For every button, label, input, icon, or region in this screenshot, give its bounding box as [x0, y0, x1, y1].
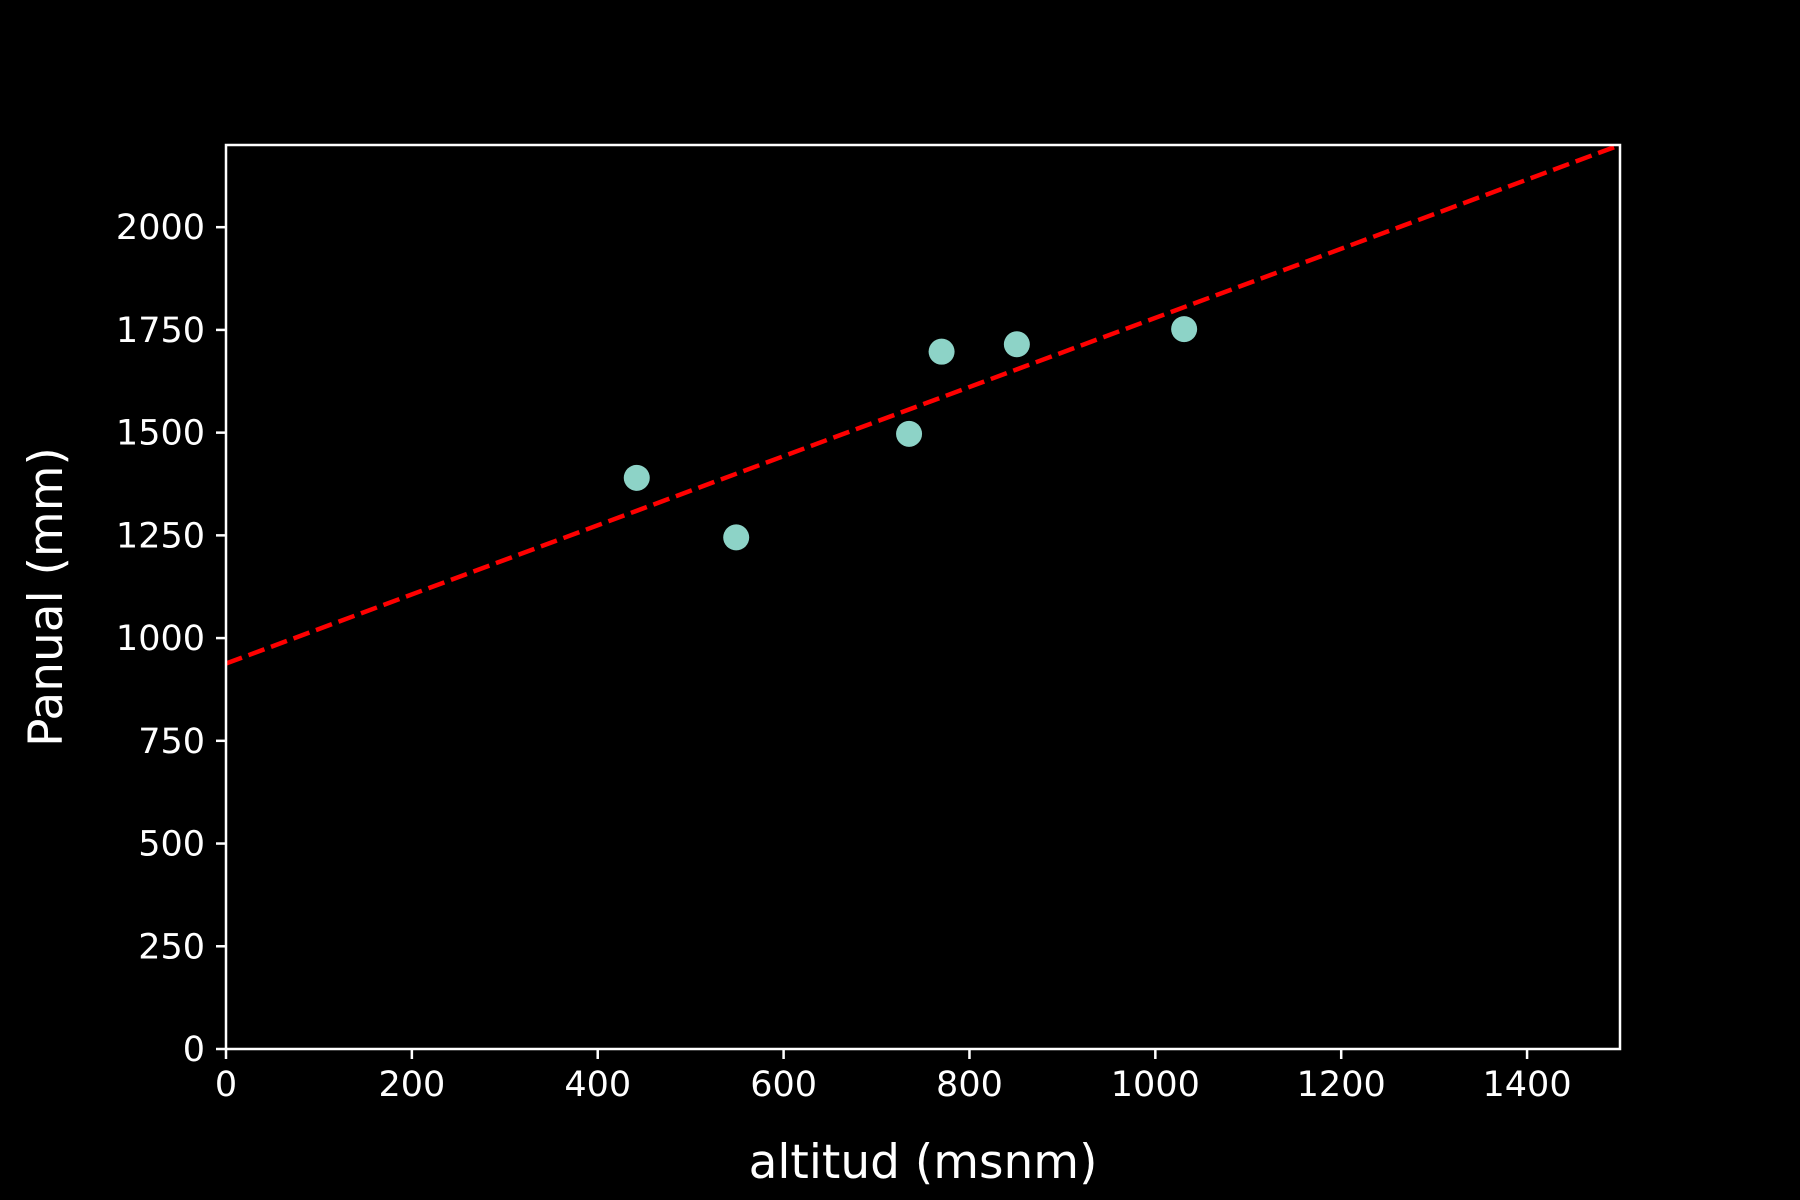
data-point: [1003, 331, 1030, 358]
y-tick-label: 1000: [116, 619, 205, 659]
x-axis-ticks: 0 200 400 600 800 1000 1200 1400: [215, 1049, 1572, 1105]
x-tick-label: 1400: [1483, 1065, 1572, 1105]
data-point: [928, 338, 955, 365]
x-tick-label: 1200: [1297, 1065, 1386, 1105]
x-tick-label: 600: [750, 1065, 817, 1105]
y-tick-label: 250: [138, 927, 205, 967]
x-tick-label: 800: [936, 1065, 1003, 1105]
x-tick-label: 200: [378, 1065, 445, 1105]
data-point: [896, 420, 923, 447]
plot-frame: [224, 143, 1622, 1051]
y-tick-label: 2000: [116, 208, 205, 248]
data-point: [723, 524, 750, 551]
trend-line: [226, 145, 1620, 666]
y-tick-label: 500: [138, 825, 205, 865]
x-axis-label: altitud (msnm): [749, 1135, 1098, 1190]
x-tick-label: 400: [564, 1065, 631, 1105]
y-tick-label: 1500: [116, 414, 205, 454]
y-tick-label: 1250: [116, 516, 205, 556]
data-point: [1171, 316, 1198, 343]
data-point: [623, 464, 650, 491]
x-tick-label: 0: [215, 1065, 237, 1105]
y-tick-label: 1750: [116, 311, 205, 351]
y-axis-label: Panual (mm): [19, 447, 74, 747]
y-tick-label: 0: [183, 1030, 205, 1070]
y-axis-ticks: 0 250 500 750 1000 1250 1500 1750 2000: [116, 208, 226, 1070]
x-tick-label: 1000: [1111, 1065, 1200, 1105]
series-layer: [226, 145, 1620, 666]
y-tick-label: 750: [138, 722, 205, 762]
